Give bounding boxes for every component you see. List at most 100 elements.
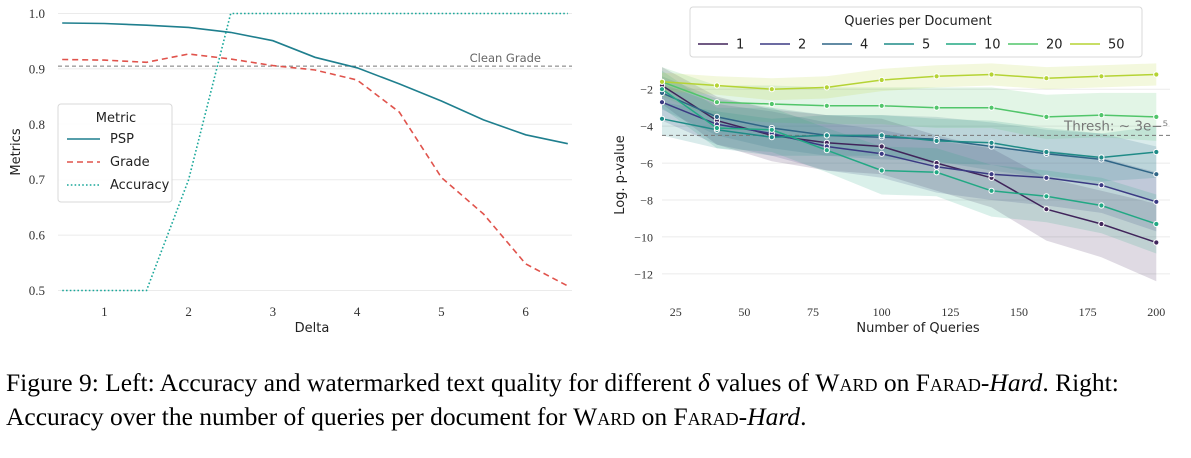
right-series-4-point	[713, 113, 721, 121]
right-x-tick-label: 100	[873, 305, 891, 319]
right-series-2-point	[1043, 174, 1050, 181]
right-legend-items: 1 2 4 5 10 20 50	[698, 38, 1125, 53]
caption-values-of: values of	[716, 368, 810, 397]
right-x-tick-label: 175	[1079, 305, 1097, 319]
right-series-10-point	[823, 147, 830, 154]
right-legend-label-2: 2	[798, 38, 806, 53]
right-legend: Queries per Document 1 2 4 5 10 20 50	[689, 6, 1143, 58]
right-y-tick-label: −2	[640, 83, 653, 97]
right-series-50-point	[988, 71, 995, 78]
right-series-1-point	[1043, 206, 1050, 213]
right-series-50-line	[661, 73, 1157, 90]
left-y-ticks: 0.5 0.6 0.7 0.8 0.9 1.0	[29, 6, 46, 298]
right-gridlines	[662, 88, 1170, 275]
right-y-tick-label: −12	[634, 267, 653, 281]
right-series-5-point	[1043, 148, 1050, 156]
right-series-20-point	[823, 102, 830, 109]
right-series-1-point	[878, 143, 885, 150]
right-series-50-point	[768, 86, 775, 93]
left-y-tick-label: 1.0	[29, 6, 45, 21]
right-band-4	[662, 76, 1157, 202]
left-legend-items: PSP Grade Accuracy	[67, 132, 170, 193]
right-series-20-point	[988, 104, 995, 111]
right-y-tick-label: −6	[640, 157, 653, 171]
caption-method: Ward	[815, 368, 878, 397]
right-series-4-point	[1153, 171, 1160, 178]
left-y-tick-label: 0.6	[29, 228, 46, 243]
right-x-tick-label: 75	[807, 305, 819, 319]
left-y-tick-label: 0.9	[29, 61, 45, 76]
left-legend-label-accuracy: Accuracy	[110, 178, 170, 193]
right-band-5	[662, 102, 1157, 182]
left-legend-label-psp: PSP	[110, 132, 134, 147]
left-series	[62, 12, 569, 292]
left-x-tick-label: 2	[185, 304, 192, 319]
left-legend: Metric PSP Grade Accuracy	[57, 103, 173, 203]
right-series-50-point	[658, 78, 666, 85]
right-series-5-line	[661, 118, 1157, 159]
right-series-20-point	[933, 104, 940, 111]
right-x-tick-label: 125	[941, 305, 959, 319]
right-series-50-point	[713, 82, 721, 89]
caption-variant-2: Hard	[747, 402, 801, 431]
left-legend-frame	[57, 103, 173, 203]
left-y-axis-label: Metrics	[9, 128, 24, 175]
right-band-1	[662, 67, 1157, 282]
right-series-1-point	[1153, 239, 1160, 246]
right-series-5-point	[933, 137, 940, 144]
right-x-ticks: 25 50 75 100 125 150 175 200	[670, 305, 1166, 319]
right-x-axis-label: Number of Queries	[856, 321, 979, 336]
right-reference-label: Thresh: ∼ 3e−⁵	[1063, 118, 1168, 134]
right-series-20-point	[1098, 112, 1105, 119]
caption-variant: Hard	[989, 368, 1043, 397]
right-series-2-point	[933, 163, 940, 170]
left-x-tick-label: 5	[438, 304, 445, 319]
left-series-psp-line	[62, 22, 568, 145]
right-series-1-line	[661, 84, 1157, 244]
caption-right: . Right: Accuracy over the number of que…	[6, 368, 1119, 431]
right-legend-label-1: 1	[736, 38, 744, 53]
caption-end: .	[800, 402, 807, 431]
right-series-5-point	[878, 132, 885, 139]
left-x-tick-label: 4	[354, 304, 361, 319]
right-y-axis-label: Log. p-value	[613, 135, 628, 215]
figure-caption: Figure 9: Left: Accuracy and watermarked…	[6, 366, 1186, 434]
right-band-50	[662, 63, 1157, 101]
left-y-tick-label: 0.8	[29, 117, 45, 132]
right-x-tick-label: 50	[738, 305, 750, 319]
right-confidence-bands	[662, 63, 1157, 282]
right-series-10-point	[1153, 220, 1160, 228]
right-x-tick-label: 150	[1010, 305, 1028, 319]
right-series-1-point	[1098, 220, 1105, 228]
right-series-10-point	[933, 169, 940, 176]
left-series-accuracy-line	[62, 12, 568, 292]
caption-dataset: Farad-	[915, 368, 990, 397]
right-legend-label-50: 50	[1108, 38, 1125, 53]
right-series-20-point	[1153, 113, 1160, 121]
right-series-5-point	[823, 132, 830, 139]
right-series-2-point	[1098, 182, 1105, 189]
right-series-2-point	[1153, 198, 1160, 205]
right-series-10-point	[988, 187, 995, 194]
caption-label: Figure 9: Left: Accuracy and watermarked…	[6, 368, 692, 397]
left-reference-line: Clean Grade	[58, 51, 572, 67]
left-series-grade-line	[62, 53, 569, 287]
right-series-10-line	[661, 88, 1157, 225]
right-series-10-point	[713, 124, 721, 132]
right-series-2-point	[988, 171, 995, 178]
right-legend-label-5: 5	[922, 38, 930, 53]
right-series-20-point	[878, 102, 885, 109]
right-chart: Thresh: ∼ 3e−⁵ 25 50 75 100 125 150 175 200 −2−…	[613, 6, 1170, 336]
right-series-50-point	[1098, 73, 1105, 80]
right-reference-line: Thresh: ∼ 3e−⁵	[662, 118, 1170, 136]
right-series-20-point	[768, 100, 775, 108]
right-series-5-point	[1153, 148, 1160, 156]
caption-on: on	[883, 368, 910, 397]
right-series-20-line	[661, 81, 1157, 118]
left-x-tick-label: 6	[522, 304, 529, 319]
right-band-10	[662, 70, 1157, 254]
right-x-tick-label: 25	[670, 305, 682, 319]
left-legend-label-grade: Grade	[110, 155, 150, 170]
right-series-20-point	[1043, 113, 1050, 121]
right-series-50-point	[1043, 75, 1050, 82]
